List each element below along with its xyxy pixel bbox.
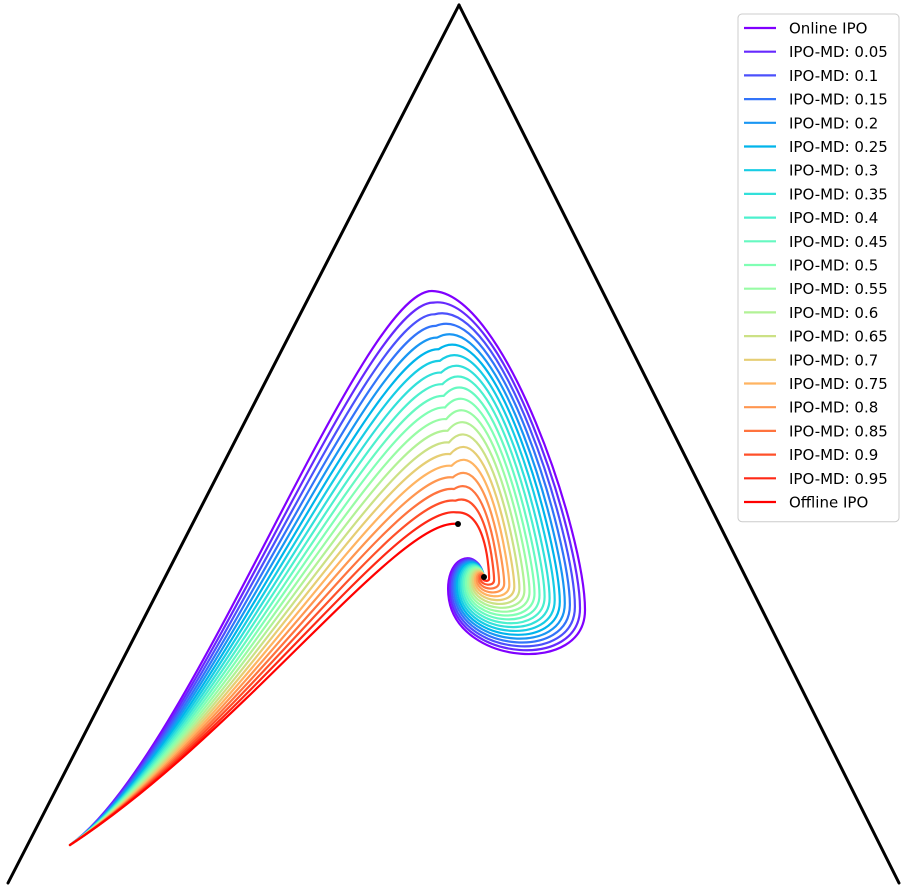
online-endpoint-marker: [481, 574, 487, 580]
trajectory-series: [68, 289, 587, 847]
trajectory-line-14: [68, 445, 516, 847]
trajectory-line-5: [68, 343, 561, 847]
legend-label-20: Offline IPO: [789, 494, 868, 512]
trajectory-line-1: [68, 301, 582, 847]
trajectory-line-3: [68, 322, 571, 847]
trajectory-line-11: [68, 409, 531, 847]
trajectory-line-2: [68, 312, 576, 847]
trajectory-line-18: [68, 498, 496, 847]
simplex-edge-left: [6, 3, 461, 885]
legend-label-19: IPO-MD: 0.95: [789, 470, 888, 488]
trajectory-endpoints: [455, 521, 487, 580]
simplex-edge-right: [457, 3, 901, 885]
trajectory-line-6: [68, 354, 556, 847]
legend-label-3: IPO-MD: 0.15: [789, 91, 888, 109]
trajectory-line-7: [68, 364, 551, 847]
legend-label-10: IPO-MD: 0.5: [789, 257, 878, 275]
legend-label-2: IPO-MD: 0.1: [789, 67, 878, 85]
trajectory-line-12: [68, 421, 526, 847]
trajectory-line-10: [68, 397, 536, 847]
legend-label-14: IPO-MD: 0.7: [789, 351, 878, 369]
legend-label-13: IPO-MD: 0.65: [789, 328, 888, 346]
legend-label-1: IPO-MD: 0.05: [789, 43, 888, 61]
simplex-triangle: [6, 3, 901, 885]
legend-label-11: IPO-MD: 0.55: [789, 280, 888, 298]
trajectory-line-20: [68, 522, 460, 847]
trajectory-line-16: [68, 472, 506, 847]
trajectory-line-4: [68, 333, 566, 847]
legend-label-17: IPO-MD: 0.85: [789, 422, 888, 440]
legend-label-18: IPO-MD: 0.9: [789, 446, 878, 464]
trajectory-line-9: [68, 386, 541, 847]
legend-label-0: Online IPO: [789, 20, 867, 38]
legend-label-6: IPO-MD: 0.3: [789, 162, 878, 180]
trajectory-line-0: [68, 289, 587, 847]
legend-box: [737, 13, 900, 523]
trajectory-line-13: [68, 433, 521, 847]
legend-label-7: IPO-MD: 0.35: [789, 185, 888, 203]
legend-label-8: IPO-MD: 0.4: [789, 209, 878, 227]
legend-label-9: IPO-MD: 0.45: [789, 233, 888, 251]
trajectory-line-15: [68, 458, 511, 847]
trajectory-line-8: [68, 375, 546, 847]
offline-endpoint-marker: [455, 521, 461, 527]
legend: Online IPO IPO-MD: 0.05 IPO-MD: 0.1 IPO-MD:…: [737, 13, 900, 523]
legend-label-5: IPO-MD: 0.25: [789, 138, 888, 156]
legend-label-4: IPO-MD: 0.2: [789, 114, 878, 132]
legend-label-16: IPO-MD: 0.8: [789, 399, 878, 417]
trajectory-line-17: [68, 485, 501, 847]
legend-label-15: IPO-MD: 0.75: [789, 375, 888, 393]
legend-label-12: IPO-MD: 0.6: [789, 304, 878, 322]
